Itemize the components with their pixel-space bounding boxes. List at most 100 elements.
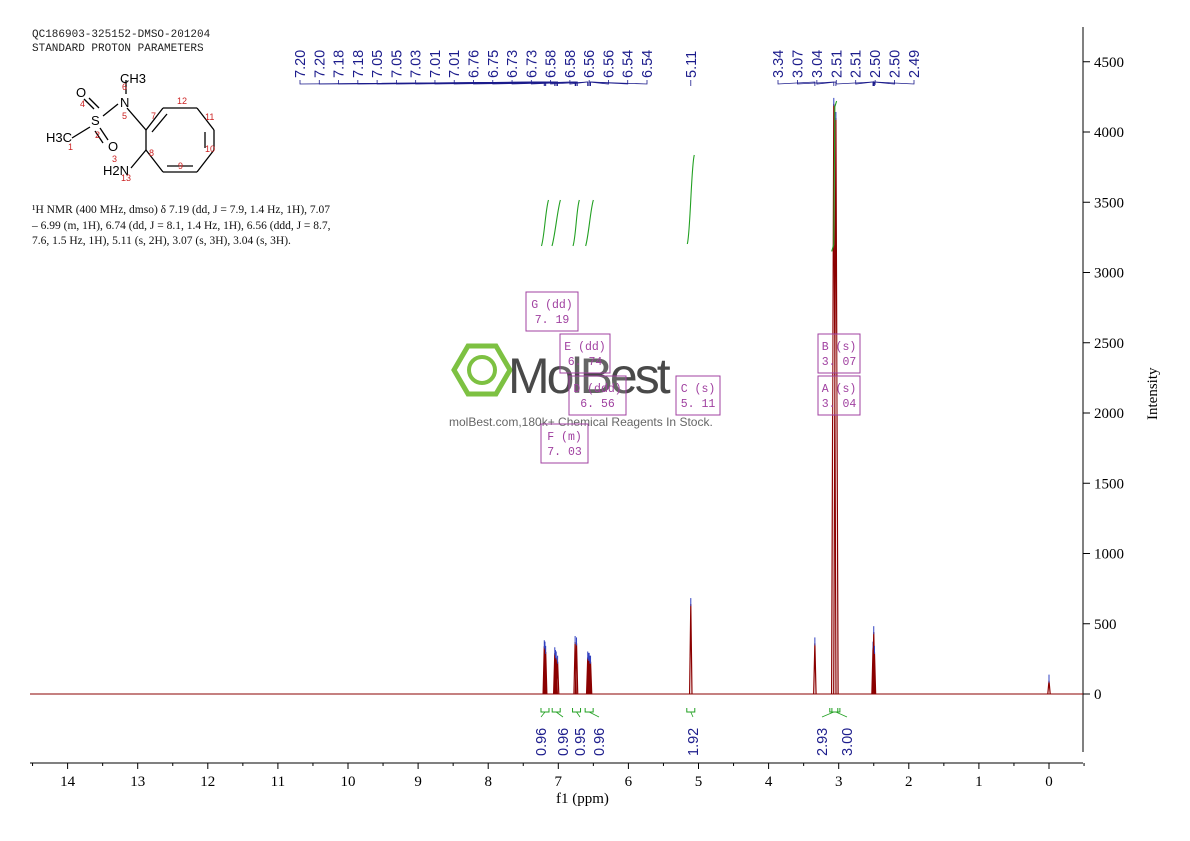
peak-label-connector <box>569 80 589 86</box>
peak-label-connector <box>797 80 835 86</box>
peak-label-connector <box>588 80 609 86</box>
integral-curve <box>540 199 550 247</box>
integral-curve <box>831 100 838 252</box>
x-tick-label: 12 <box>200 774 215 790</box>
spectrum-peak <box>813 643 817 695</box>
sulfur-label: S <box>91 113 100 128</box>
peak-label: 7.20 <box>312 50 328 78</box>
multiplet-shift: 5. 11 <box>681 398 716 411</box>
integral-value: 3.00 <box>840 728 856 756</box>
peak-label: 7.05 <box>370 50 386 78</box>
x-tick-label: 2 <box>905 774 913 790</box>
integral-connector <box>576 711 581 718</box>
atom-number: 13 <box>121 173 131 183</box>
nmr-description: ¹H NMR (400 MHz, dmso) δ 7.19 (dd, J = 7… <box>32 203 392 250</box>
nmr-description-line: ¹H NMR (400 MHz, dmso) δ 7.19 (dd, J = 7… <box>32 204 331 216</box>
peak-label: 2.50 <box>888 50 904 78</box>
atom-number: 7 <box>151 111 156 121</box>
multiplet-label: F (m) <box>547 431 582 444</box>
integral-value: 0.96 <box>534 728 550 756</box>
atom-number: 4 <box>80 99 85 109</box>
x-axis-label: f1 (ppm) <box>556 791 609 807</box>
peak-label-connector <box>530 80 578 86</box>
peak-label-connector <box>855 80 874 86</box>
peak-label: 2.51 <box>829 50 845 78</box>
peak-label: 6.73 <box>524 50 540 78</box>
y-axis-label: Intensity <box>1145 367 1161 420</box>
peak-label: 6.58 <box>544 50 560 78</box>
peak-label: 2.51 <box>849 50 865 78</box>
y-tick-label: 0 <box>1094 687 1102 703</box>
molbest-logo-hexagon-icon <box>451 343 513 397</box>
y-tick-label: 3500 <box>1094 195 1124 211</box>
atom-number: 9 <box>178 161 183 171</box>
integral-bracket <box>572 708 582 713</box>
integral-curve <box>572 199 580 247</box>
integral-connector <box>555 711 564 718</box>
integral-connector <box>835 711 848 718</box>
peak-label: 7.20 <box>293 50 309 78</box>
oxygen-bottom-label: O <box>108 139 118 154</box>
peak-label: 6.56 <box>601 50 617 78</box>
x-tick-label: 3 <box>835 774 843 790</box>
multiplet-label: A (s) <box>822 383 857 396</box>
x-tick-label: 9 <box>414 774 422 790</box>
peak-label: 5.11 <box>684 51 700 78</box>
x-tick-label: 10 <box>341 774 356 790</box>
peak-label: 7.03 <box>409 50 425 78</box>
multiplet-box <box>817 333 861 374</box>
peak-label: 7.01 <box>428 50 444 78</box>
x-tick-label: 11 <box>271 774 285 790</box>
integral-curve <box>686 154 695 245</box>
peak-label: 7.01 <box>447 50 463 78</box>
integral-value: 2.93 <box>815 728 831 756</box>
integral-bracket <box>540 708 550 713</box>
peak-label: 6.54 <box>640 50 656 78</box>
atom-number: 10 <box>205 144 215 154</box>
methyl-top-label: CH3 <box>120 71 146 86</box>
integral-bracket <box>829 708 839 713</box>
multiplet-shift: 7. 19 <box>535 314 570 327</box>
atom-number: 2 <box>95 130 100 140</box>
x-tick-label: 8 <box>484 774 492 790</box>
multiplet-box <box>817 375 861 416</box>
multiplet-label: C (s) <box>681 383 716 396</box>
peak-label: 6.73 <box>505 50 521 78</box>
integral-curve <box>585 199 594 247</box>
y-tick-label: 3000 <box>1094 266 1124 282</box>
multiplet-shift: 7. 03 <box>547 446 582 459</box>
multiplet-shift: 6. 74 <box>568 356 603 369</box>
multiplet-label: G (dd) <box>531 299 572 312</box>
x-tick-label: 0 <box>1045 774 1053 790</box>
integral-bracket <box>831 708 841 713</box>
y-tick-label: 1500 <box>1094 476 1124 492</box>
atom-number: 6 <box>122 82 127 92</box>
integral-bracket <box>551 708 561 713</box>
integral-value: 0.96 <box>556 728 572 756</box>
multiplet-shift: 6. 56 <box>580 398 615 411</box>
multiplet-label: E (dd) <box>564 341 605 354</box>
atom-number: 3 <box>112 154 117 164</box>
integral-connector <box>690 711 694 718</box>
spectrum-peak <box>1047 680 1051 695</box>
nmr-description-line: 7.6, 1.5 Hz, 1H), 5.11 (s, 2H), 3.07 (s,… <box>32 235 291 247</box>
x-tick-label: 5 <box>695 774 703 790</box>
peak-label: 3.34 <box>771 50 787 78</box>
y-tick-label: 2000 <box>1094 406 1124 422</box>
amine-label: H2N <box>103 163 129 178</box>
peak-label: 6.54 <box>621 50 637 78</box>
x-tick-label: 1 <box>975 774 983 790</box>
chemical-structure: CH3 N S O O H3C H2N 1 2 3 4 5 6 7 8 9 10… <box>46 71 215 183</box>
oxygen-top-label: O <box>76 85 86 100</box>
peak-label: 6.56 <box>582 50 598 78</box>
multiplet-box <box>568 375 627 416</box>
atom-number: 1 <box>68 142 73 152</box>
integral-connector <box>540 711 546 718</box>
x-tick-label: 14 <box>60 774 76 790</box>
x-tick-label: 7 <box>555 774 563 790</box>
peak-label: 6.76 <box>467 50 483 78</box>
integral-bracket <box>686 708 696 713</box>
integral-connector <box>821 711 834 718</box>
y-tick-label: 2500 <box>1094 336 1124 352</box>
peak-label: 7.05 <box>389 50 405 78</box>
